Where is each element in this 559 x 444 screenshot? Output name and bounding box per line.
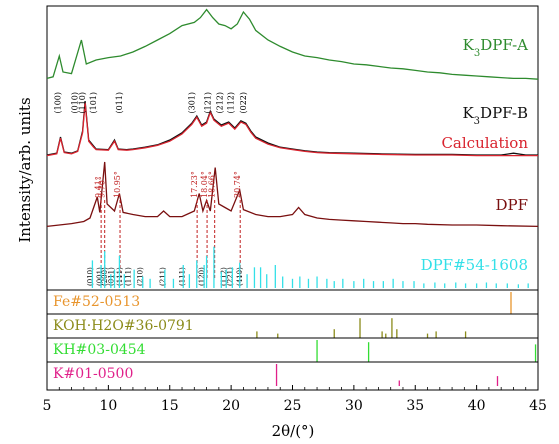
miller-index: (100) [54, 92, 63, 114]
dpf-angle-label: 9.41° [94, 176, 103, 198]
series-label: Calculation [441, 134, 528, 152]
miller-index: (301) [187, 92, 196, 114]
series-line [46, 102, 538, 157]
miller-index: (121) [203, 92, 212, 114]
miller-index: (112) [227, 92, 236, 114]
miller-index: (011) [115, 92, 124, 114]
dpf-angle-label: 20.74° [233, 171, 242, 198]
x-tick-label: 35 [406, 398, 424, 414]
x-tick-label: 45 [529, 398, 547, 414]
dpf-ref-index: (120) [198, 267, 206, 286]
annotation-layer: (100) (010)(110) (101) (011) (301) (121) (212)… [54, 92, 248, 286]
x-tick-label: 25 [284, 398, 302, 414]
dpf-ref-index: (111) [124, 267, 132, 286]
series-labels: K3DPF-A K3DPF-B Calculation DPF DPF#54-1608 [421, 36, 529, 274]
dpf-ref-index: (111) [178, 267, 186, 286]
series-label: DPF [495, 196, 528, 214]
x-tick-label: 15 [161, 398, 179, 414]
dpf-ref-index: (221) [226, 267, 234, 286]
panel-label: KH#03-0454 [53, 342, 146, 358]
x-ticks: 5 10 15 20 25 30 35 40 45 [43, 385, 547, 414]
dpf-ref-index: (210) [137, 267, 145, 286]
series-line [46, 161, 539, 228]
x-tick-label: 5 [43, 398, 52, 414]
x-tick-label: 20 [222, 398, 240, 414]
series-label: DPF#54-1608 [421, 256, 528, 274]
main-panel: (100) (010)(110) (101) (011) (301) (121) (212)… [46, 8, 539, 288]
dpf-angle-label: 17.23° [190, 171, 199, 198]
dpf-angle-label: 9.70° [98, 176, 107, 198]
panel-label: KOH·H2O#36-0791 [53, 318, 194, 334]
panel-label: K#01-0500 [53, 366, 133, 382]
dpf-ref-index: (001) [96, 267, 104, 286]
miller-index: (022) [239, 92, 248, 114]
dpf-angle-label: 18.04° [200, 171, 209, 198]
miller-index: (010) [71, 92, 80, 114]
x-tick-label: 40 [468, 398, 486, 414]
y-axis-label: Intensity/arb. units [16, 97, 34, 242]
dpf-ref-index: (211) [159, 267, 167, 286]
series-line [46, 8, 539, 80]
reference-dpf-peaks [91, 246, 529, 288]
dpf-ref-index: (010) [86, 267, 94, 286]
x-tick-label: 10 [99, 398, 117, 414]
miller-index: (101) [89, 92, 98, 114]
x-axis-label: 2θ/(°) [272, 422, 315, 440]
panel-label: Fe#52-0513 [53, 294, 140, 310]
miller-index: (110) [78, 92, 87, 114]
dpf-angle-label: 18.66° [208, 171, 217, 198]
dpf-ref-index: (112) [220, 267, 228, 286]
dpf-angle-label: 10.95° [113, 171, 122, 198]
x-tick-label: 30 [345, 398, 363, 414]
series-label: K3DPF-B [462, 104, 528, 127]
miller-index: (212) [216, 92, 225, 114]
reference-panels: Fe#52-0513 KOH·H2O#36-0791 KH#03-0454 K#01-… [47, 289, 538, 386]
series-label: K3DPF-A [463, 36, 529, 59]
series-layer [46, 8, 539, 228]
